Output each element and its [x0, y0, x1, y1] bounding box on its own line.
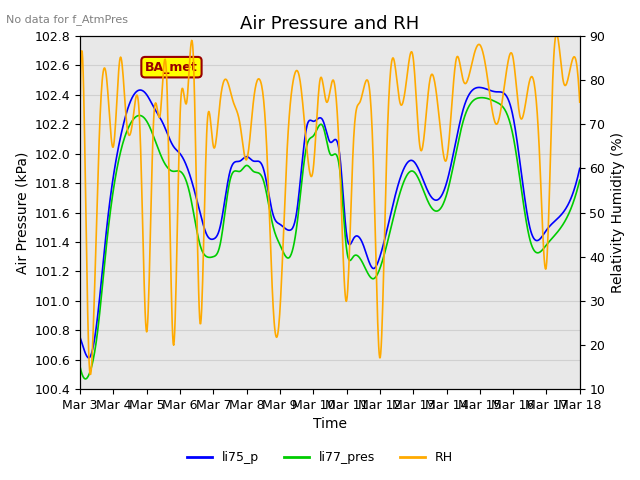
li75_p [576, 166, 584, 171]
li77_pres [476, 95, 483, 101]
RH [476, 42, 483, 48]
li75_p [297, 174, 305, 180]
li75_p [476, 84, 484, 90]
Line: li77_pres: li77_pres [80, 97, 580, 379]
li75_p [467, 90, 474, 96]
Title: Air Pressure and RH: Air Pressure and RH [240, 15, 420, 33]
li77_pres [576, 177, 584, 183]
Legend: li75_p, li77_pres, RH: li75_p, li77_pres, RH [182, 446, 458, 469]
RH [86, 372, 94, 377]
li75_p [476, 84, 483, 90]
Text: BA_met: BA_met [145, 60, 198, 73]
Line: li75_p: li75_p [80, 87, 580, 358]
li75_p [76, 335, 84, 340]
X-axis label: Time: Time [313, 418, 347, 432]
RH [76, 99, 84, 105]
li77_pres [279, 248, 287, 254]
li77_pres [478, 95, 486, 100]
RH [467, 68, 474, 73]
li77_pres [76, 364, 84, 370]
RH [420, 137, 428, 143]
li77_pres [128, 119, 136, 124]
RH [297, 82, 305, 88]
li75_p [85, 355, 93, 361]
li77_pres [297, 189, 305, 194]
li75_p [279, 224, 287, 229]
Y-axis label: Air Pressure (kPa): Air Pressure (kPa) [15, 151, 29, 274]
li75_p [128, 96, 136, 101]
Y-axis label: Relativity Humidity (%): Relativity Humidity (%) [611, 132, 625, 293]
RH [576, 99, 584, 105]
RH [553, 31, 561, 37]
li75_p [420, 179, 428, 184]
li77_pres [82, 376, 90, 382]
Line: RH: RH [80, 34, 580, 374]
li77_pres [420, 188, 428, 194]
Text: No data for f_AtmPres: No data for f_AtmPres [6, 14, 129, 25]
li77_pres [467, 101, 474, 107]
RH [128, 125, 136, 131]
RH [279, 251, 287, 256]
